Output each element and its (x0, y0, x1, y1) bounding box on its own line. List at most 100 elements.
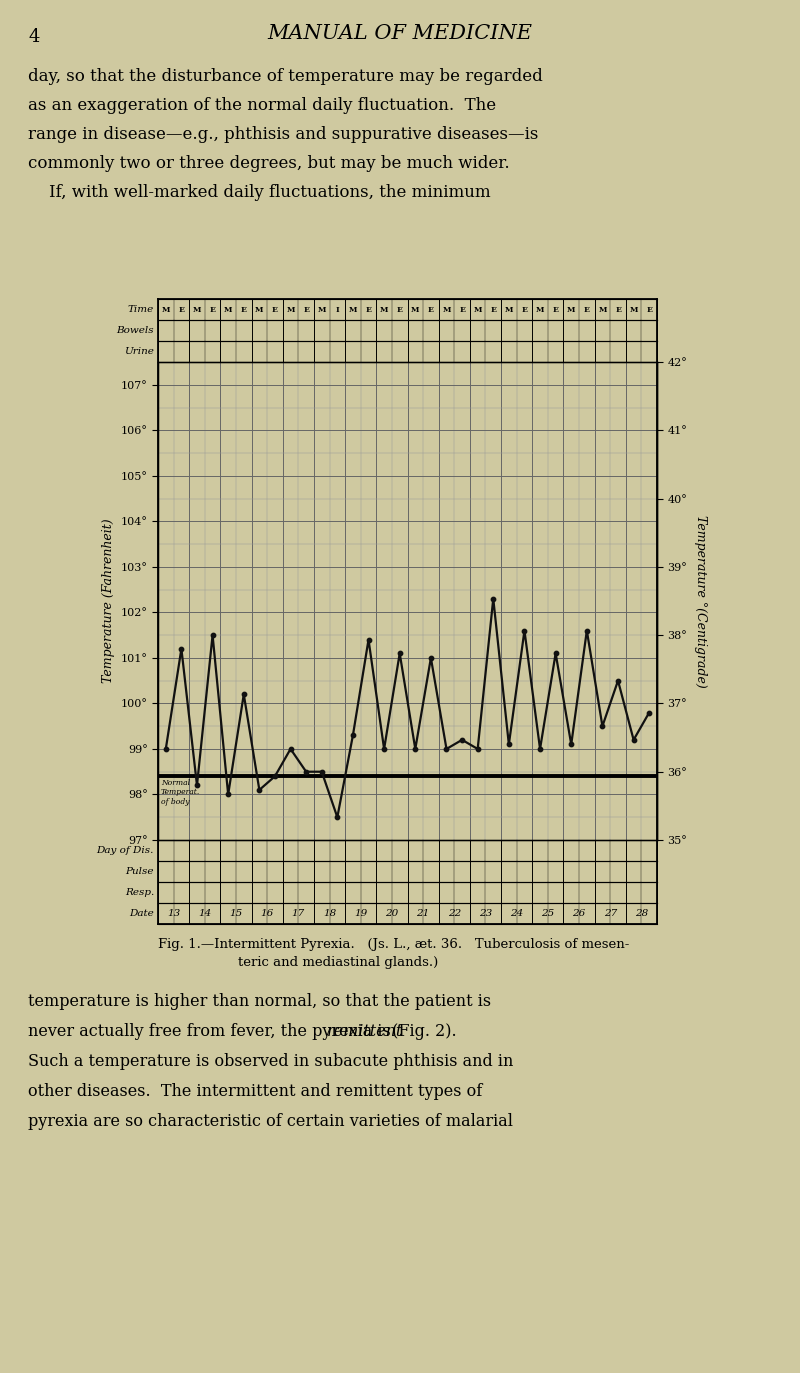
Text: M: M (630, 306, 638, 313)
Text: M: M (255, 306, 263, 313)
Point (394, 643, 406, 665)
Point (346, 725, 359, 747)
Point (253, 778, 266, 800)
Text: E: E (303, 306, 309, 313)
Text: Such a temperature is observed in subacute phthisis and in: Such a temperature is observed in subacu… (28, 1053, 514, 1070)
Point (550, 643, 562, 665)
Text: E: E (584, 306, 590, 313)
Text: E: E (615, 306, 621, 313)
Point (331, 806, 344, 828)
Text: 13: 13 (167, 909, 180, 919)
Point (300, 761, 313, 783)
Text: other diseases.  The intermittent and remittent types of: other diseases. The intermittent and rem… (28, 1083, 482, 1100)
Text: as an exaggeration of the normal daily fluctuation.  The: as an exaggeration of the normal daily f… (28, 97, 496, 114)
Text: 21: 21 (417, 909, 430, 919)
Text: M: M (193, 306, 201, 313)
Text: Resp.: Resp. (125, 888, 154, 897)
Text: M: M (505, 306, 513, 313)
Text: 22: 22 (448, 909, 461, 919)
Text: M: M (162, 306, 170, 313)
Y-axis label: Temperature °(Centigrade): Temperature °(Centigrade) (694, 515, 706, 688)
Text: MANUAL OF MEDICINE: MANUAL OF MEDICINE (267, 23, 533, 43)
Text: Date: Date (130, 909, 154, 919)
Text: remittent: remittent (326, 1023, 402, 1039)
Text: E: E (272, 306, 278, 313)
Text: Time: Time (128, 305, 154, 314)
Text: 16: 16 (261, 909, 274, 919)
Point (487, 588, 500, 610)
Text: 23: 23 (479, 909, 492, 919)
Text: never actually free from fever, the pyrexia is: never actually free from fever, the pyre… (28, 1023, 396, 1039)
Text: I: I (335, 306, 339, 313)
Text: 28: 28 (634, 909, 648, 919)
Text: M: M (380, 306, 388, 313)
Text: E: E (210, 306, 215, 313)
Point (581, 619, 594, 641)
Point (518, 619, 531, 641)
Point (269, 765, 282, 787)
Point (222, 784, 234, 806)
Point (643, 702, 656, 724)
Point (315, 761, 328, 783)
Text: Pulse: Pulse (126, 866, 154, 876)
Point (362, 629, 375, 651)
Point (159, 737, 172, 759)
Text: 24: 24 (510, 909, 523, 919)
Point (175, 638, 188, 660)
Text: pyrexia are so characteristic of certain varieties of malarial: pyrexia are so characteristic of certain… (28, 1114, 513, 1130)
Text: Normal
Temperat.
of body: Normal Temperat. of body (161, 780, 200, 806)
Text: 25: 25 (542, 909, 554, 919)
Text: Day of Dis.: Day of Dis. (97, 846, 154, 855)
Text: M: M (536, 306, 544, 313)
Y-axis label: Temperature (Fahrenheit): Temperature (Fahrenheit) (102, 519, 115, 684)
Text: E: E (428, 306, 434, 313)
Point (612, 670, 625, 692)
Text: 26: 26 (573, 909, 586, 919)
Text: M: M (411, 306, 419, 313)
Text: M: M (474, 306, 482, 313)
Point (502, 733, 515, 755)
Point (378, 737, 390, 759)
Text: temperature is higher than normal, so that the patient is: temperature is higher than normal, so th… (28, 993, 491, 1011)
Text: range in disease—e.g., phthisis and suppurative diseases—is: range in disease—e.g., phthisis and supp… (28, 126, 538, 143)
Text: E: E (241, 306, 246, 313)
Text: teric and mediastinal glands.): teric and mediastinal glands.) (238, 956, 438, 969)
Point (534, 737, 546, 759)
Point (565, 733, 578, 755)
Text: Fig. 1.—Intermittent Pyrexia.   (Js. L., æt. 36.   Tuberculosis of mesen-: Fig. 1.—Intermittent Pyrexia. (Js. L., æ… (158, 938, 630, 951)
Text: 14: 14 (198, 909, 211, 919)
Text: M: M (598, 306, 606, 313)
Point (471, 737, 484, 759)
Point (627, 729, 640, 751)
Text: E: E (490, 306, 496, 313)
Text: 4: 4 (28, 27, 39, 47)
Point (190, 774, 203, 796)
Text: E: E (522, 306, 527, 313)
Text: 15: 15 (230, 909, 242, 919)
Point (425, 647, 438, 669)
Text: If, with well-marked daily fluctuations, the minimum: If, with well-marked daily fluctuations,… (28, 184, 490, 200)
Text: 19: 19 (354, 909, 367, 919)
Point (440, 737, 453, 759)
Text: 18: 18 (323, 909, 336, 919)
Text: E: E (553, 306, 558, 313)
Text: M: M (567, 306, 575, 313)
Text: 27: 27 (603, 909, 617, 919)
Point (456, 729, 469, 751)
Text: M: M (286, 306, 294, 313)
Text: E: E (178, 306, 184, 313)
Text: 17: 17 (292, 909, 305, 919)
Text: M: M (224, 306, 232, 313)
Point (206, 625, 219, 647)
Text: E: E (397, 306, 402, 313)
Text: (Fig. 2).: (Fig. 2). (386, 1023, 456, 1039)
Text: Bowels: Bowels (116, 325, 154, 335)
Text: M: M (349, 306, 357, 313)
Text: E: E (459, 306, 465, 313)
Text: E: E (646, 306, 652, 313)
Text: M: M (318, 306, 326, 313)
Point (596, 715, 609, 737)
Text: M: M (442, 306, 450, 313)
Text: day, so that the disturbance of temperature may be regarded: day, so that the disturbance of temperat… (28, 69, 542, 85)
Point (409, 737, 422, 759)
